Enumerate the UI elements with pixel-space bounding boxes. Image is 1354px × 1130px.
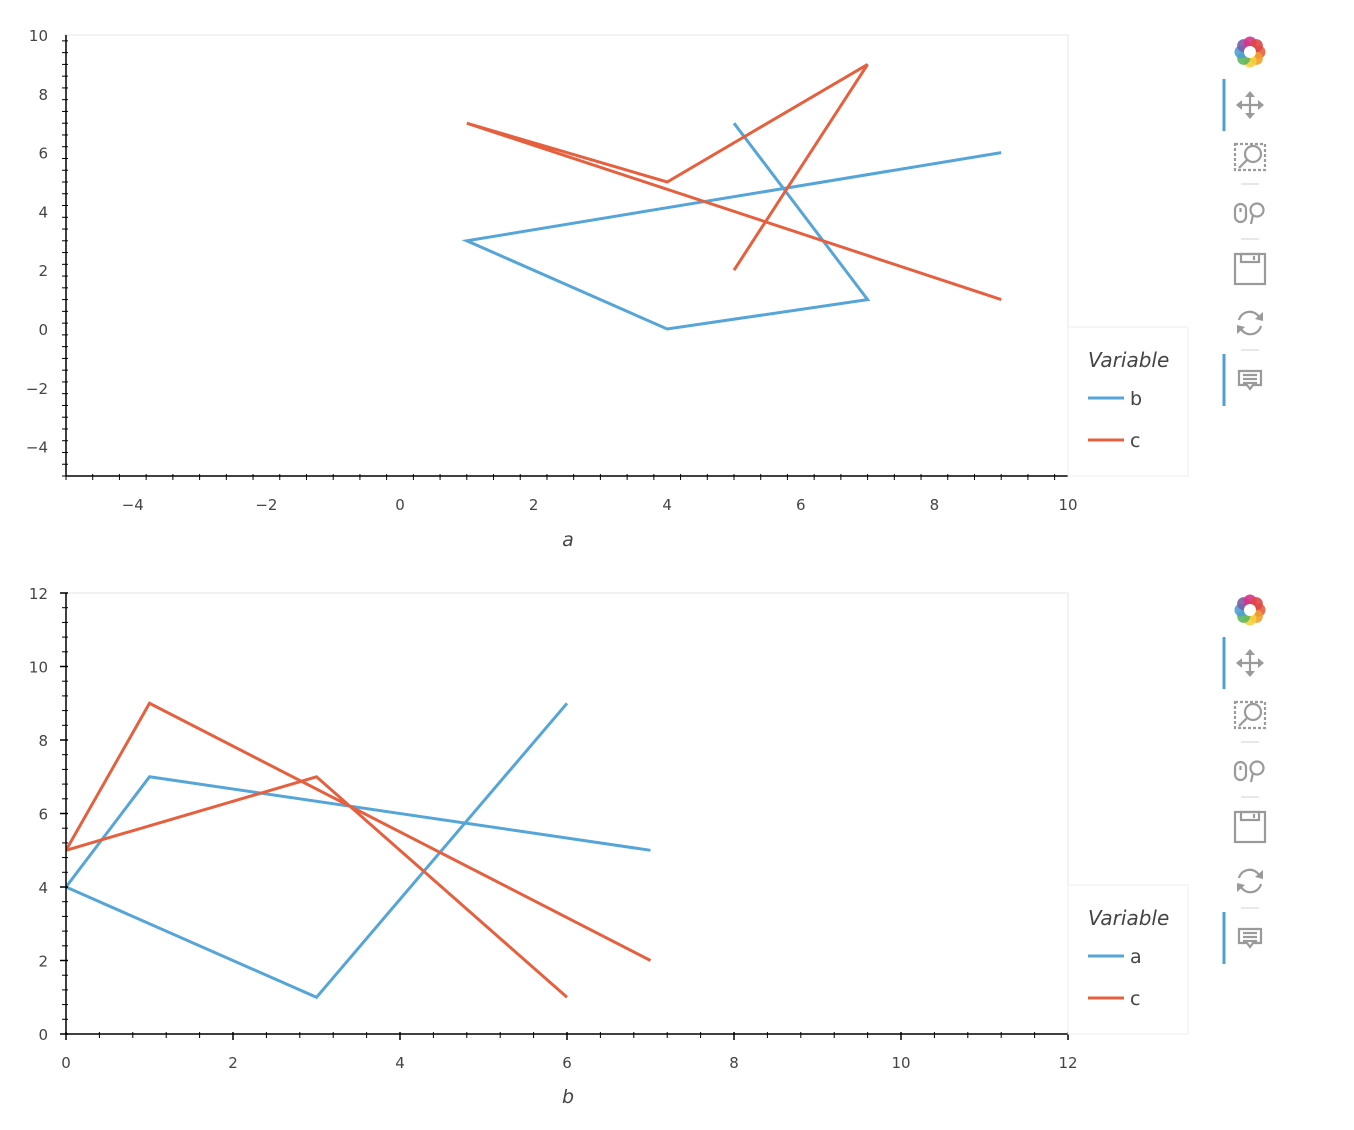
x-tick-label: 12 [1058, 1054, 1077, 1072]
y-tick-label: 12 [29, 585, 48, 603]
y-tick-label: 10 [29, 659, 48, 677]
legend-label: c [1130, 430, 1140, 452]
y-tick-label: 0 [38, 1026, 48, 1044]
series-line-b [461, 122, 1002, 331]
x-axis: −4 −2 0 2 4 6 8 10 a [65, 474, 1078, 551]
pan-icon[interactable] [1236, 91, 1264, 119]
toolbar [1222, 594, 1267, 964]
y-tick-label: 4 [38, 879, 48, 897]
y-tick-label: 8 [38, 732, 48, 750]
y-axis: −4 −2 0 2 4 6 8 10 [26, 27, 68, 477]
x-tick-label: 4 [662, 496, 672, 514]
y-tick-label: 2 [38, 262, 48, 280]
plot-area[interactable] [461, 63, 1002, 331]
legend-item-a[interactable]: a [1088, 946, 1142, 968]
legend-item-b[interactable]: b [1088, 388, 1142, 410]
legend-label: b [1130, 388, 1142, 410]
x-tick-label: 6 [562, 1054, 572, 1072]
y-tick-label: 6 [38, 806, 48, 824]
plot-frame [65, 592, 1069, 1035]
x-tick-label: 2 [529, 496, 539, 514]
x-tick-label: 0 [395, 496, 405, 514]
x-tick-label: −4 [122, 496, 144, 514]
series-line-c [66, 701, 652, 999]
legend-label: c [1130, 988, 1140, 1010]
y-tick-label: 0 [38, 321, 48, 339]
wheel-zoom-icon[interactable] [1233, 202, 1265, 225]
legend-item-c[interactable]: c [1088, 988, 1140, 1010]
save-icon[interactable] [1233, 810, 1267, 844]
x-axis-title: b [562, 1086, 574, 1108]
series-line-c [466, 63, 1002, 302]
series-line-a [66, 702, 651, 1000]
x-tick-label: 10 [1058, 496, 1077, 514]
legend-item-c[interactable]: c [1088, 430, 1140, 452]
x-tick-label: 4 [395, 1054, 405, 1072]
x-tick-label: 0 [61, 1054, 71, 1072]
y-axis: 0 2 4 6 8 10 12 [29, 585, 68, 1044]
hover-icon[interactable] [1237, 369, 1263, 391]
legend-box [1067, 884, 1189, 1035]
y-tick-label: −4 [26, 439, 48, 457]
legend: Variable bc [1067, 326, 1189, 477]
legend-box [1067, 326, 1189, 477]
x-tick-label: 6 [796, 496, 806, 514]
pan-icon[interactable] [1236, 649, 1264, 677]
x-tick-label: 8 [729, 1054, 739, 1072]
bokeh-logo-icon[interactable] [1234, 594, 1266, 626]
y-tick-label: 6 [38, 145, 48, 163]
toolbar [1222, 36, 1267, 406]
box-zoom-icon[interactable] [1233, 700, 1267, 730]
plot-frame [65, 34, 1069, 477]
legend: Variable ac [1067, 884, 1189, 1035]
legend-title: Variable [1088, 906, 1169, 930]
bokeh-logo-icon[interactable] [1234, 36, 1266, 68]
chart-1: −4 −2 0 2 4 6 8 10 a −4 −2 0 2 4 6 8 10 Variable bc [26, 27, 1189, 551]
x-axis-title: a [562, 529, 574, 551]
x-tick-label: −2 [255, 496, 277, 514]
x-axis: 0 2 4 6 8 10 12 b [61, 1032, 1078, 1108]
plot-area[interactable] [66, 701, 652, 1000]
reset-icon[interactable] [1237, 868, 1263, 894]
legend-title: Variable [1088, 348, 1169, 372]
x-tick-label: 2 [228, 1054, 238, 1072]
save-icon[interactable] [1233, 252, 1267, 286]
y-tick-label: 4 [38, 203, 48, 221]
legend-label: a [1130, 946, 1142, 968]
hover-icon[interactable] [1237, 927, 1263, 949]
x-tick-label: 8 [930, 496, 940, 514]
y-tick-label: 2 [38, 953, 48, 971]
chart-2: 0 2 4 6 8 10 12 b 0 2 4 6 8 10 12 Variable ac [29, 585, 1189, 1108]
y-tick-label: 10 [29, 27, 48, 45]
wheel-zoom-icon[interactable] [1233, 760, 1265, 783]
y-tick-label: −2 [26, 380, 48, 398]
y-tick-label: 8 [38, 86, 48, 104]
x-tick-label: 10 [891, 1054, 910, 1072]
reset-icon[interactable] [1237, 310, 1263, 336]
box-zoom-icon[interactable] [1233, 142, 1267, 172]
